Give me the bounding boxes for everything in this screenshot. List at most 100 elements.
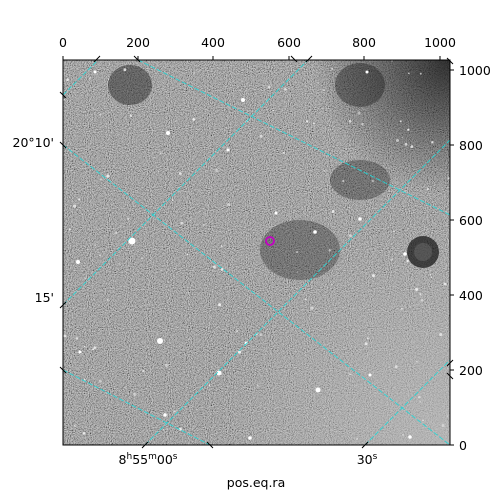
star [123,68,127,72]
right-tick-label: 800 [459,138,483,153]
star [84,277,86,279]
grid-line [364,359,450,445]
star [98,379,102,383]
dark-ring-object [407,236,439,268]
star [313,230,317,234]
world-tick-mark [59,366,67,374]
dark-corner-gradient [63,60,450,445]
world-tick-mark [141,441,149,449]
ra-tick-label: 30s [357,452,378,467]
star [331,67,334,70]
grid-line [63,60,309,306]
star [419,293,422,296]
star [304,213,306,215]
star [142,370,145,373]
star [400,307,403,310]
star [157,338,163,344]
star [368,373,372,377]
star [355,409,357,411]
star [331,210,335,213]
star [94,244,96,247]
star [66,78,69,82]
ring-center [414,243,432,261]
right-tick-label: 400 [459,288,483,303]
star [171,199,174,201]
top-tick-label: 400 [201,35,225,50]
star [317,82,319,84]
star [348,234,352,238]
star [394,365,398,369]
top-tick-label: 1000 [424,35,456,50]
dark-blob [260,220,340,280]
star [237,350,242,354]
world-tick-mark [446,57,454,65]
star [358,217,362,221]
star [410,145,414,148]
star [153,156,155,158]
star [364,342,368,346]
star [107,78,110,80]
star [441,423,445,428]
star [218,303,222,307]
right-axis: 1000 800 600 400 200 0 [446,57,491,453]
star [356,438,359,440]
star [241,98,245,102]
grid-line [137,60,450,216]
star [439,332,443,337]
grid-line [63,144,450,445]
plot-frame [62,59,451,446]
top-axis: 0 200 400 600 800 1000 [59,35,456,63]
star [322,89,325,92]
top-tick-label: 800 [352,35,376,50]
star [304,298,307,301]
star [296,251,298,253]
world-tick-mark [206,441,214,449]
star [215,168,219,172]
dec-tick-label: 20°10' [13,135,55,150]
star [92,348,95,351]
dec-tick-label: 15' [35,290,54,305]
star [235,330,239,333]
star [126,217,130,220]
star [63,334,67,338]
star [192,118,196,121]
star [75,337,79,340]
star [406,259,409,263]
star [349,373,352,376]
star [420,298,424,302]
star [306,120,309,123]
bottom-axis: 8h55m00s 30s pos.eq.ra [119,441,378,490]
star [93,346,97,349]
star [446,415,448,417]
star [175,120,177,122]
coordinate-grid [63,60,450,445]
star [401,137,403,139]
star [315,387,321,393]
star [371,274,376,278]
star [93,70,97,74]
star [259,333,262,336]
left-axis: 20°10' 15' [13,91,67,374]
source-marker [265,236,275,246]
star [163,339,165,341]
right-tick-label: 200 [459,363,483,378]
star [178,427,182,431]
star [403,252,407,256]
grid-line [63,60,99,96]
star [282,151,285,155]
world-tick-mark [290,55,298,63]
star [391,60,393,62]
star [310,306,314,310]
right-tick-label: 1000 [459,63,491,78]
star [244,285,246,287]
star [190,193,192,195]
star [259,134,263,138]
star [324,416,326,418]
star [447,177,450,180]
star [173,410,176,413]
top-tick-label: 200 [126,35,150,50]
star [361,122,364,126]
star [118,263,120,265]
star [220,373,222,375]
star [422,419,424,422]
